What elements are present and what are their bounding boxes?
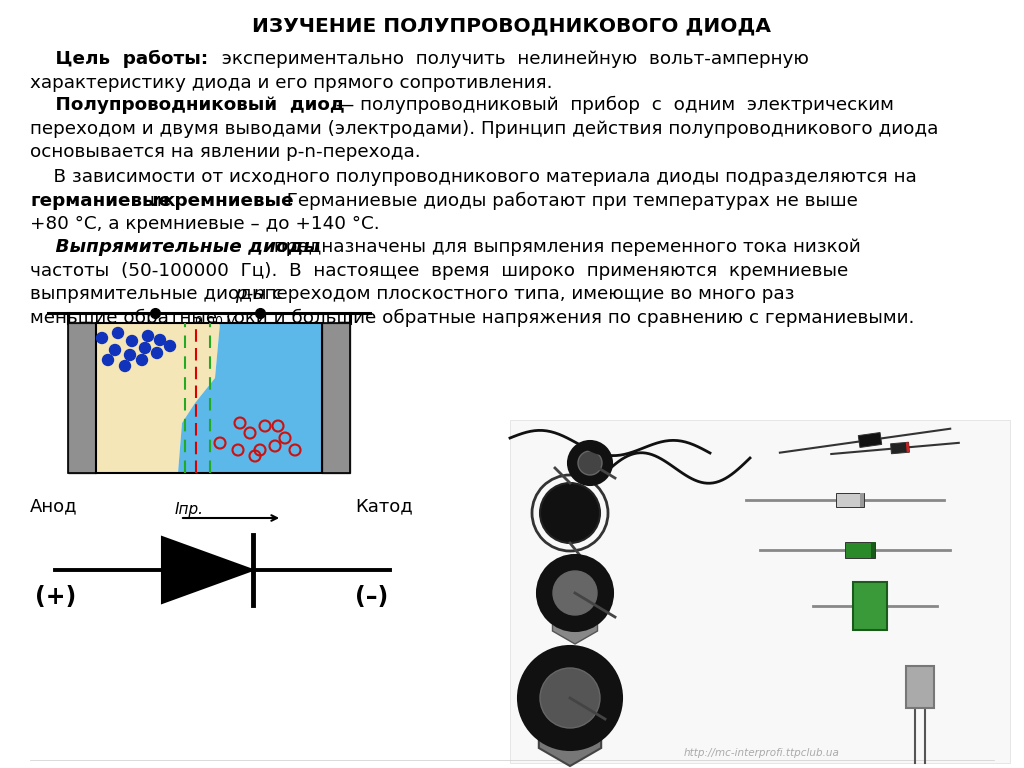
Text: германиевые: германиевые bbox=[30, 191, 171, 210]
Text: (+): (+) bbox=[35, 585, 76, 609]
Circle shape bbox=[120, 360, 130, 372]
Bar bbox=[68, 323, 96, 473]
Text: характеристику диода и его прямого сопротивления.: характеристику диода и его прямого сопро… bbox=[30, 74, 553, 91]
Text: Цель  работы:: Цель работы: bbox=[30, 50, 208, 68]
Text: основывается на явлении р-n-перехода.: основывается на явлении р-n-перехода. bbox=[30, 143, 421, 161]
Polygon shape bbox=[860, 493, 864, 507]
Text: — полупроводниковый  прибор  с  одним  электрическим: — полупроводниковый прибор с одним элект… bbox=[330, 96, 894, 114]
Text: экспериментально  получить  нелинейную  вольт-амперную: экспериментально получить нелинейную вол… bbox=[210, 50, 809, 68]
Text: 0.00 V: 0.00 V bbox=[195, 315, 236, 328]
Bar bbox=[96, 323, 322, 473]
Text: кремниевые: кремниевые bbox=[162, 191, 294, 210]
Circle shape bbox=[553, 571, 597, 615]
Circle shape bbox=[540, 483, 600, 543]
Text: (–): (–) bbox=[355, 585, 388, 609]
Polygon shape bbox=[906, 442, 909, 452]
Text: -переходом плоскостного типа, имеющие во много раз: -переходом плоскостного типа, имеющие во… bbox=[258, 285, 795, 303]
Circle shape bbox=[578, 451, 602, 475]
Bar bbox=[322, 323, 350, 473]
Text: частоты  (50-100000  Гц).  В  настоящее  время  широко  применяются  кремниевые: частоты (50-100000 Гц). В настоящее врем… bbox=[30, 261, 848, 280]
Text: предназначены для выпрямления переменного тока низкой: предназначены для выпрямления переменног… bbox=[268, 238, 861, 256]
Circle shape bbox=[136, 355, 147, 366]
Text: +80 °С, а кремниевые – до +140 °С.: +80 °С, а кремниевые – до +140 °С. bbox=[30, 215, 380, 233]
Text: р-n: р-n bbox=[234, 285, 265, 303]
Text: В зависимости от исходного полупроводникового материала диоды подразделяются на: В зависимости от исходного полупроводник… bbox=[30, 168, 916, 186]
Polygon shape bbox=[858, 432, 882, 448]
Circle shape bbox=[568, 441, 612, 485]
Text: . Германиевые диоды работают при температурах не выше: . Германиевые диоды работают при темпера… bbox=[275, 191, 858, 210]
Circle shape bbox=[537, 555, 613, 631]
Circle shape bbox=[96, 333, 108, 343]
Polygon shape bbox=[96, 323, 220, 473]
Text: Катод: Катод bbox=[355, 497, 413, 515]
Circle shape bbox=[540, 668, 600, 728]
Text: Iпр.: Iпр. bbox=[175, 502, 204, 517]
Circle shape bbox=[518, 646, 622, 750]
Polygon shape bbox=[845, 542, 874, 558]
Text: меньшие обратные токи и большие обратные напряжения по сравнению с германиевыми.: меньшие обратные токи и большие обратные… bbox=[30, 309, 914, 326]
Circle shape bbox=[102, 355, 114, 366]
Bar bbox=[96, 323, 322, 473]
Circle shape bbox=[165, 340, 175, 352]
Text: переходом и двумя выводами (электродами). Принцип действия полупроводникового ди: переходом и двумя выводами (электродами)… bbox=[30, 120, 938, 137]
Bar bbox=[68, 323, 350, 473]
Polygon shape bbox=[539, 694, 601, 766]
Text: выпрямительные диоды с: выпрямительные диоды с bbox=[30, 285, 289, 303]
Text: Полупроводниковый  диод: Полупроводниковый диод bbox=[30, 96, 345, 114]
Circle shape bbox=[110, 345, 121, 356]
Circle shape bbox=[125, 349, 135, 360]
Bar bbox=[853, 582, 887, 630]
Circle shape bbox=[142, 330, 154, 342]
Text: http://mc-interprofi.ttpclub.ua: http://mc-interprofi.ttpclub.ua bbox=[684, 748, 840, 758]
Circle shape bbox=[152, 347, 163, 359]
Polygon shape bbox=[836, 493, 864, 507]
Circle shape bbox=[139, 343, 151, 353]
Text: Выпрямительные диоды: Выпрямительные диоды bbox=[30, 238, 319, 256]
Circle shape bbox=[127, 336, 137, 346]
Polygon shape bbox=[553, 592, 598, 644]
Bar bbox=[510, 420, 1010, 763]
Bar bbox=[906, 666, 934, 708]
Text: Анод: Анод bbox=[30, 497, 78, 515]
Text: и: и bbox=[144, 191, 168, 210]
Polygon shape bbox=[178, 323, 322, 473]
Text: ИЗУЧЕНИЕ ПОЛУПРОВОДНИКОВОГО ДИОДА: ИЗУЧЕНИЕ ПОЛУПРОВОДНИКОВОГО ДИОДА bbox=[253, 16, 771, 35]
Polygon shape bbox=[162, 537, 253, 603]
Polygon shape bbox=[891, 442, 909, 454]
Circle shape bbox=[113, 327, 124, 339]
Circle shape bbox=[155, 335, 166, 346]
Polygon shape bbox=[870, 542, 874, 558]
